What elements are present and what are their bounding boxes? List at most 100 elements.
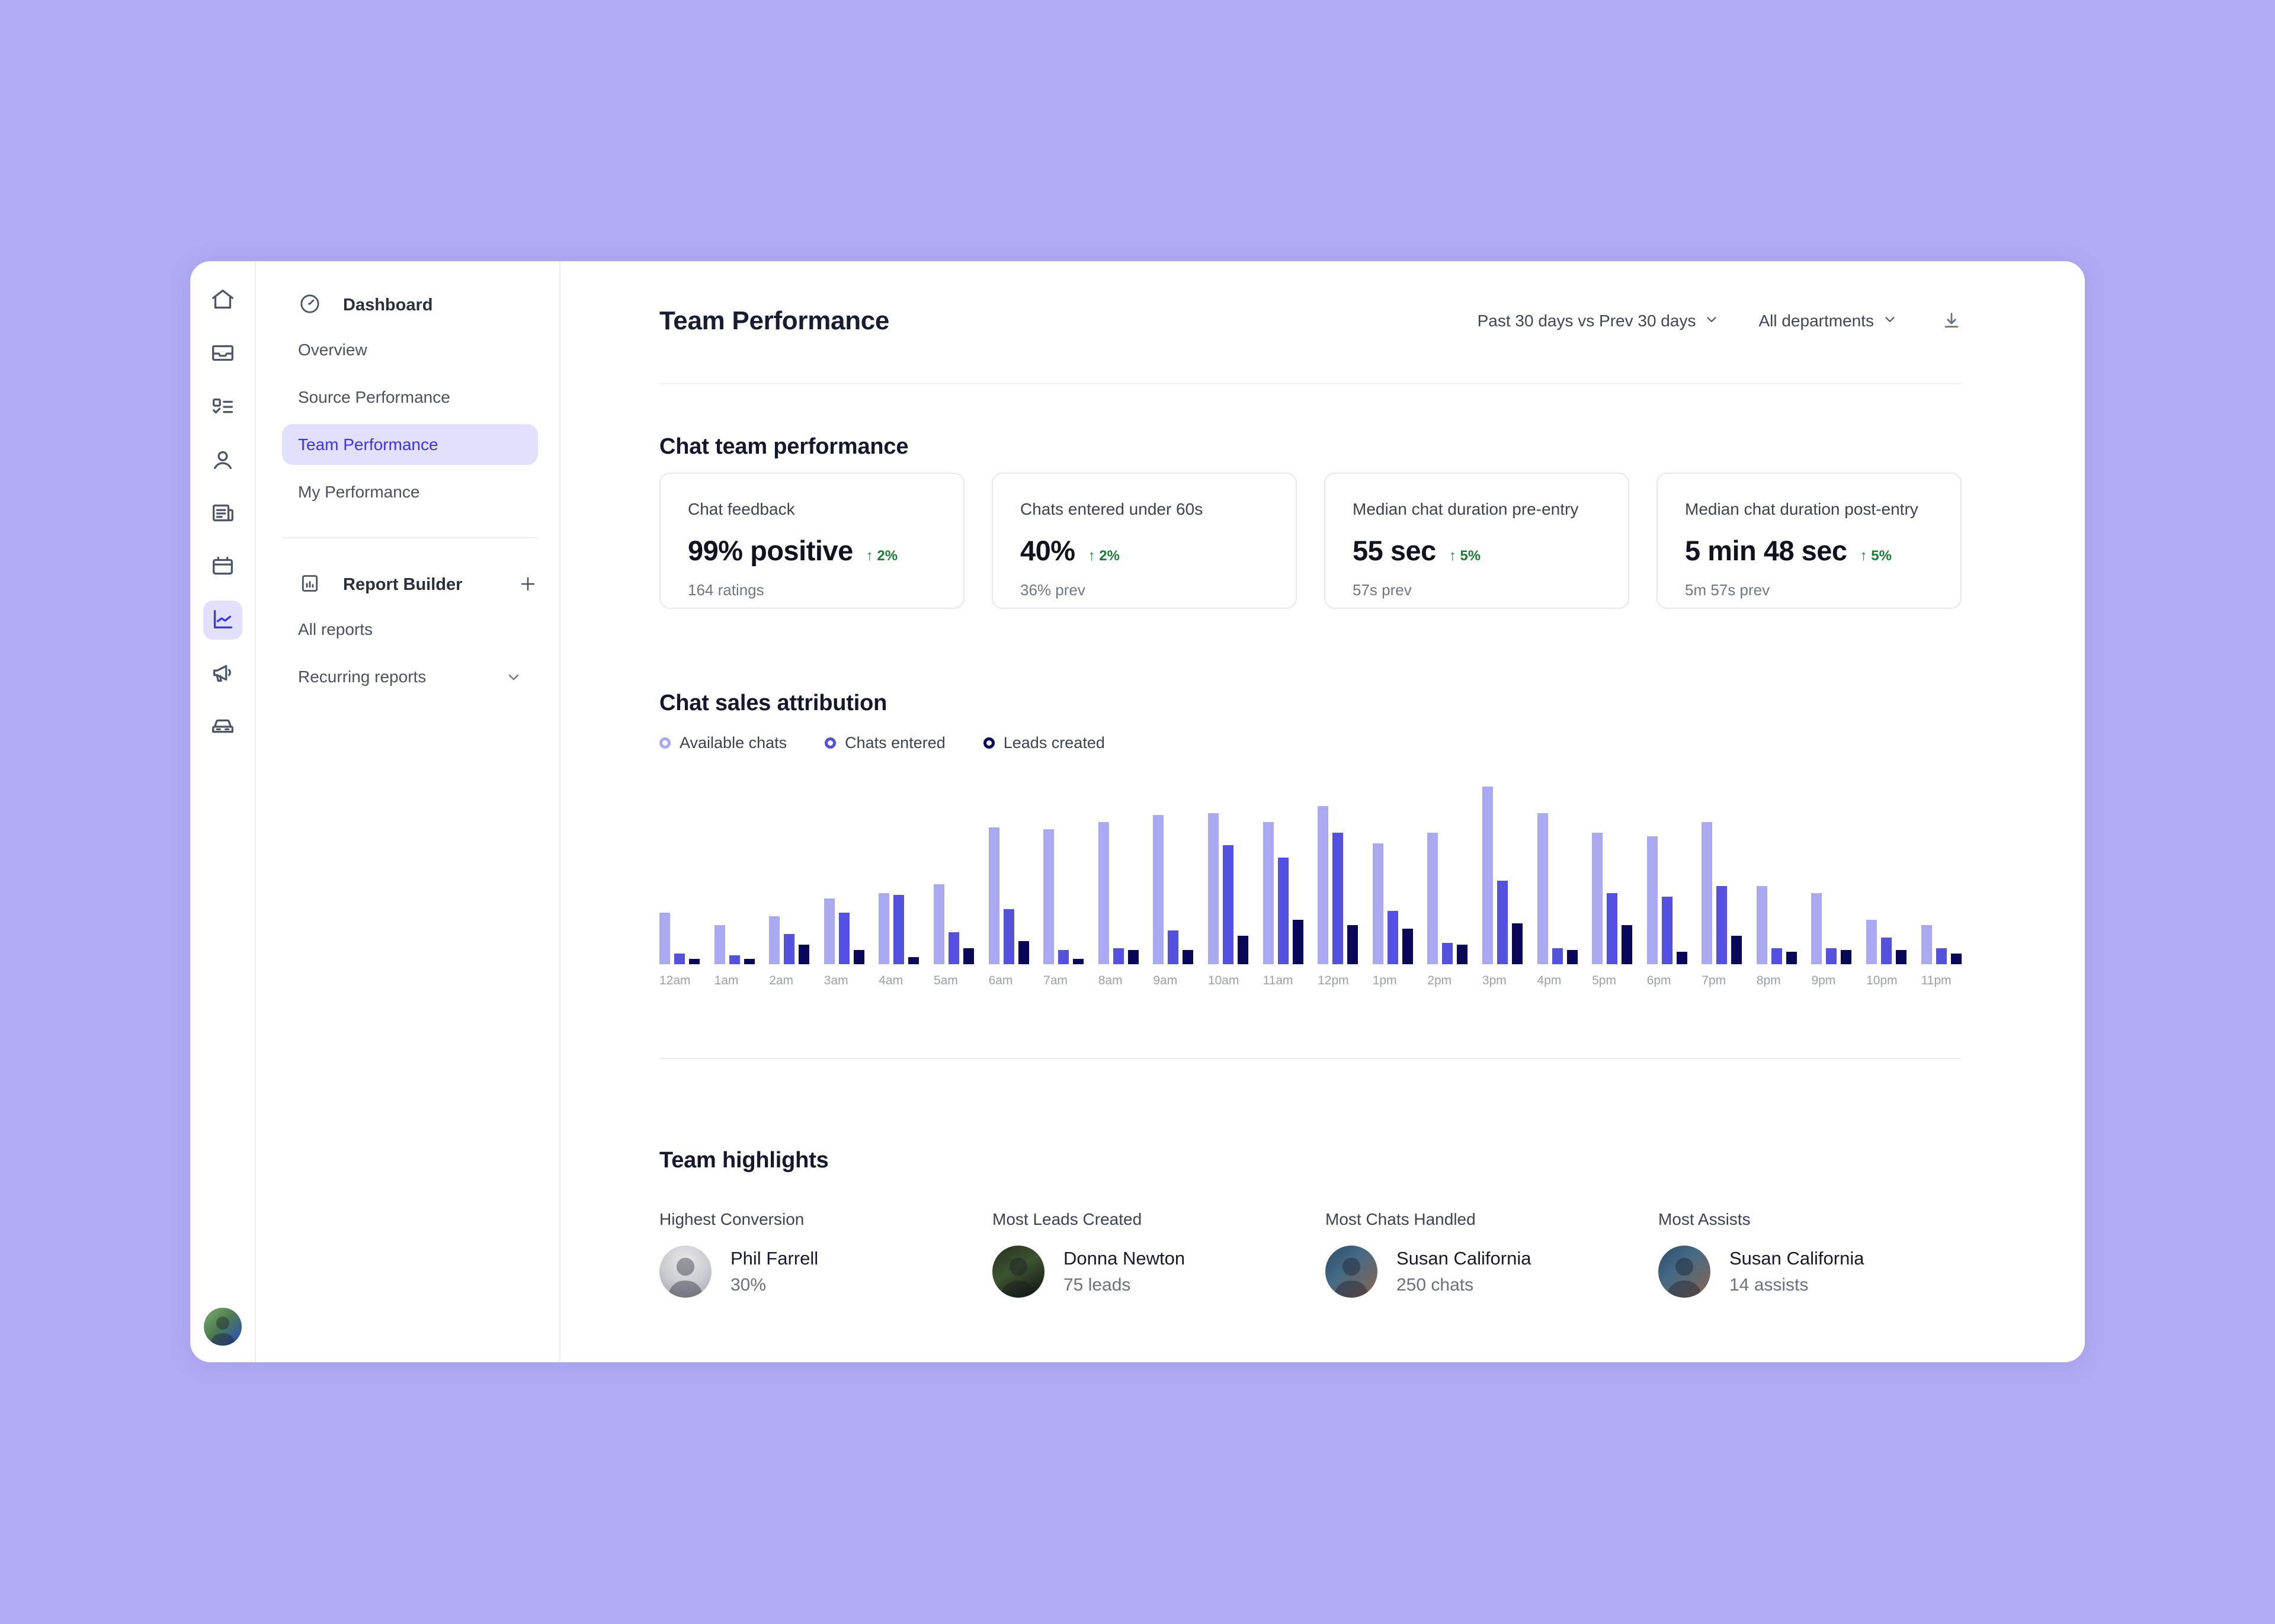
sidebar-item-source-performance[interactable]: Source Performance	[298, 387, 450, 406]
add-report-button[interactable]	[518, 574, 538, 596]
bar-available-chats-4am	[879, 893, 890, 964]
x-axis-label: 7am	[1043, 974, 1068, 987]
x-axis-label: 12pm	[1318, 974, 1349, 987]
sidebar-item-team-performance[interactable]: Team Performance	[282, 424, 538, 465]
department-filter[interactable]: All departments	[1758, 312, 1898, 331]
x-axis-label: 6pm	[1646, 974, 1671, 987]
car-icon	[209, 712, 236, 742]
highlight-avatar	[992, 1246, 1044, 1298]
bar-leads-created-3am	[853, 950, 864, 964]
chart-group-10am: 10am	[1207, 813, 1248, 987]
stat-label: Median chat duration post-entry	[1685, 500, 1918, 518]
user-avatar[interactable]	[203, 1308, 242, 1346]
rail-news-button[interactable]	[203, 494, 242, 533]
stat-label: Chat feedback	[688, 500, 795, 518]
bar-available-chats-3am	[824, 898, 835, 964]
highlight-name: Donna Newton	[1063, 1248, 1185, 1269]
stat-cards: Chat feedback 99% positive ↑ 2% 164 rati…	[659, 473, 1962, 609]
chevron-down-icon	[505, 669, 522, 685]
rail-reports-button[interactable]	[203, 601, 242, 640]
download-button[interactable]	[1941, 310, 1962, 332]
chevron-down-icon	[1704, 312, 1719, 331]
bar-leads-created-4pm	[1566, 950, 1578, 964]
stat-label: Chats entered under 60s	[1020, 500, 1203, 518]
legend-item-available-chats[interactable]: Available chats	[659, 734, 787, 752]
date-range-filter[interactable]: Past 30 days vs Prev 30 days	[1478, 312, 1720, 331]
bar-available-chats-2pm	[1427, 833, 1438, 964]
rail-contacts-button[interactable]	[203, 441, 242, 480]
bar-chats-entered-7pm	[1716, 886, 1728, 964]
bar-leads-created-1pm	[1402, 929, 1413, 964]
chart-group-9pm: 9pm	[1811, 893, 1852, 987]
bar-leads-created-4am	[908, 957, 919, 964]
highlight-label: Highest Conversion	[659, 1210, 805, 1228]
bar-leads-created-9am	[1183, 950, 1194, 964]
stat-subtext: 164 ratings	[688, 581, 764, 599]
legend-item-chats-entered[interactable]: Chats entered	[825, 734, 946, 752]
bar-chats-entered-10am	[1222, 845, 1233, 964]
dashboard-items: Overview Source Performance Team Perform…	[282, 329, 538, 512]
bar-chats-entered-6pm	[1661, 897, 1672, 964]
highlight-name: Susan California	[1396, 1248, 1531, 1269]
x-axis-label: 1pm	[1372, 974, 1397, 987]
bar-leads-created-12pm	[1347, 925, 1358, 964]
bar-leads-created-9pm	[1841, 950, 1852, 964]
highlight-card-most-leads: Most Leads Created Donna Newton 75 leads	[992, 1210, 1296, 1298]
highlight-label: Most Assists	[1658, 1210, 1751, 1228]
sidebar: Dashboard Overview Source Performance Te…	[256, 261, 560, 1362]
bar-leads-created-8pm	[1786, 952, 1797, 964]
bar-leads-created-7am	[1073, 959, 1084, 964]
stat-delta: ↑ 2%	[866, 548, 898, 564]
stat-value: 5 min 48 sec	[1685, 535, 1847, 566]
stat-card-chats-under-60s: Chats entered under 60s 40% ↑ 2% 36% pre…	[992, 473, 1297, 609]
highlight-avatar	[659, 1246, 712, 1298]
bar-chats-entered-4pm	[1552, 948, 1563, 964]
bar-chats-entered-3pm	[1497, 881, 1508, 964]
chart-group-4am: 4am	[879, 893, 919, 987]
highlight-card-most-assists: Most Assists Susan California 14 assists	[1658, 1210, 1962, 1298]
sidebar-item-overview[interactable]: Overview	[298, 340, 367, 359]
bar-leads-created-2am	[799, 945, 810, 964]
sidebar-section-dashboard: Dashboard	[298, 292, 538, 318]
chart-group-3pm: 3pm	[1482, 787, 1523, 987]
bar-chats-entered-11pm	[1936, 948, 1947, 964]
sidebar-item-my-performance[interactable]: My Performance	[298, 482, 420, 501]
bar-available-chats-7pm	[1702, 822, 1713, 964]
bar-available-chats-6am	[988, 827, 999, 964]
highlight-name: Phil Farrell	[730, 1248, 819, 1269]
highlights-section-title: Team highlights	[659, 1148, 829, 1173]
rail-campaigns-button[interactable]	[203, 654, 242, 693]
rail-vehicles-button[interactable]	[203, 707, 242, 746]
chart-group-6pm: 6pm	[1646, 836, 1687, 987]
bar-chats-entered-6am	[1003, 909, 1014, 964]
bar-chats-entered-2am	[784, 934, 795, 964]
inbox-icon	[209, 339, 236, 368]
x-axis-label: 9am	[1153, 974, 1178, 987]
chart-group-8am: 8am	[1098, 822, 1139, 987]
legend-label: Available chats	[680, 734, 787, 752]
legend-item-leads-created[interactable]: Leads created	[983, 734, 1105, 752]
sidebar-item-all-reports[interactable]: All reports	[298, 620, 373, 638]
chart-group-11pm: 11pm	[1921, 925, 1962, 987]
bar-leads-created-6pm	[1676, 952, 1687, 964]
bar-chats-entered-4am	[893, 895, 905, 964]
rail-calendar-button[interactable]	[203, 547, 242, 586]
highlight-value: 250 chats	[1396, 1275, 1474, 1295]
rail-home-button[interactable]	[203, 281, 242, 320]
chart-groups: 12am 1am 2am 3am 4am 5am 6am 7am 8am 9am 10am 11am 1…	[659, 785, 1962, 987]
bar-available-chats-8pm	[1756, 886, 1767, 964]
bar-available-chats-12am	[659, 913, 670, 964]
header-divider	[659, 383, 1962, 384]
sidebar-item-recurring-reports[interactable]: Recurring reports	[282, 656, 538, 697]
x-axis-label: 3pm	[1482, 974, 1507, 987]
bar-available-chats-1am	[714, 925, 725, 964]
bar-leads-created-6am	[1018, 941, 1029, 964]
bar-leads-created-5pm	[1622, 925, 1633, 964]
rail-tasks-button[interactable]	[203, 387, 242, 426]
bar-chats-entered-9pm	[1826, 948, 1837, 964]
rail-inbox-button[interactable]	[203, 334, 242, 373]
main-content: Team Performance Past 30 days vs Prev 30…	[560, 261, 2085, 1362]
x-axis-label: 5am	[933, 974, 958, 987]
app-window: Dashboard Overview Source Performance Te…	[190, 261, 2085, 1362]
bar-available-chats-9pm	[1811, 893, 1822, 964]
